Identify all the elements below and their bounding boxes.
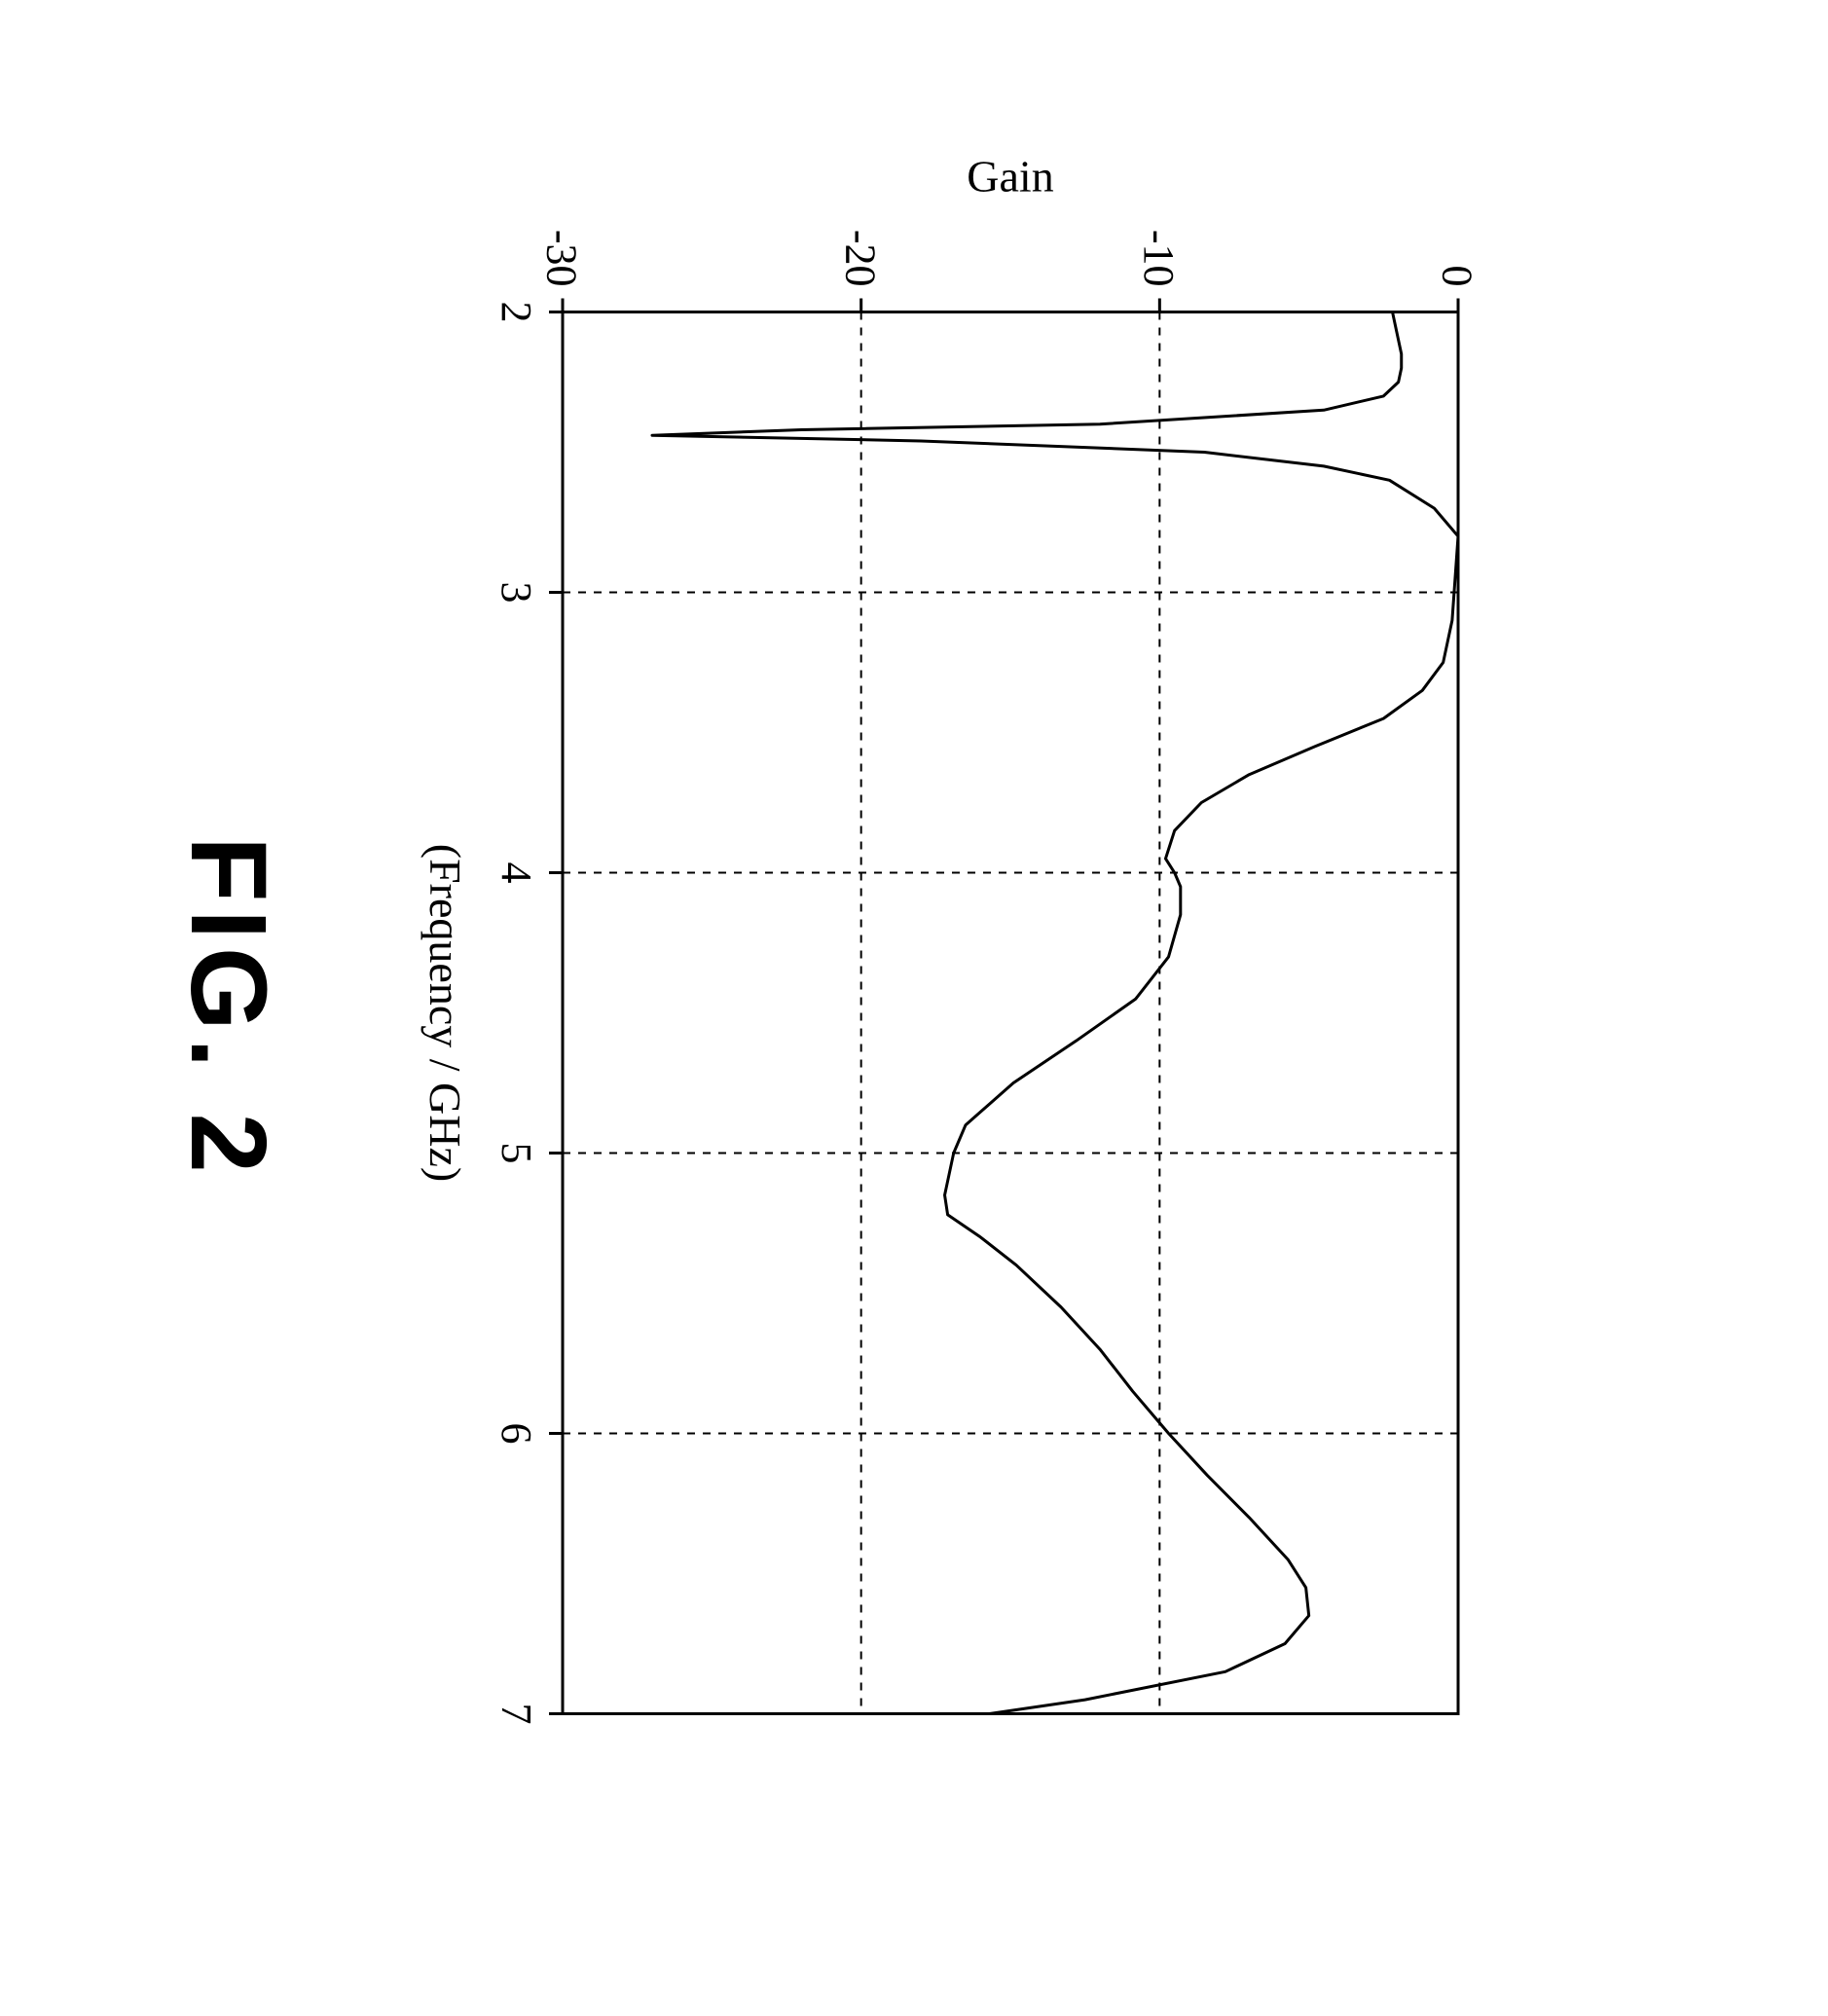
svg-text:(Frequency / GHz): (Frequency / GHz) [420, 843, 470, 1181]
figure-caption: FIG. 2 [166, 0, 290, 2016]
svg-text:7: 7 [493, 1703, 540, 1724]
svg-text:6: 6 [493, 1422, 540, 1444]
svg-text:Gain: Gain [967, 151, 1053, 201]
page-container: 2 3 4 5 6 7 -30 -20 -10 0 (Frequency / GHz) Gain FI… [0, 0, 1828, 2016]
svg-text:0: 0 [1434, 265, 1478, 286]
svg-text:5: 5 [493, 1142, 540, 1163]
svg-text:2: 2 [493, 301, 540, 322]
svg-text:-20: -20 [836, 229, 884, 286]
gain-chart: 2 3 4 5 6 7 -30 -20 -10 0 (Frequency / GHz) Gain [407, 117, 1478, 1752]
svg-text:-10: -10 [1135, 229, 1183, 286]
svg-text:4: 4 [493, 861, 540, 883]
svg-text:3: 3 [493, 581, 540, 603]
chart-wrapper: 2 3 4 5 6 7 -30 -20 -10 0 (Frequency / GHz) Gain [407, 117, 1478, 1752]
svg-text:-30: -30 [538, 229, 586, 286]
